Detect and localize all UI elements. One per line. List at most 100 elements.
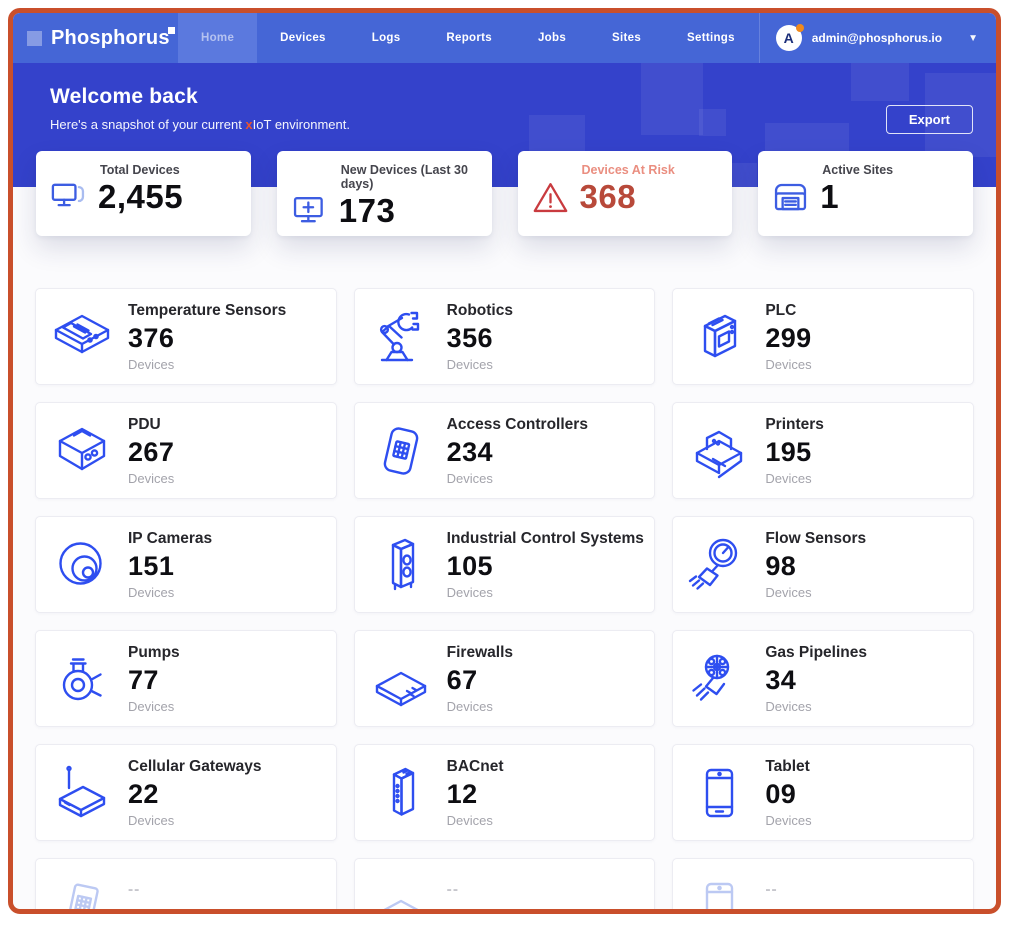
stat-card-total-devices[interactable]: Total Devices 2,455: [36, 151, 251, 236]
app-window: Phosphorus Home Devices Logs Reports Job…: [8, 8, 1001, 914]
device-card-firewalls[interactable]: Firewalls 67 Devices: [353, 630, 656, 727]
device-card-unit: Devices: [128, 584, 175, 600]
tablet-icon: [687, 875, 751, 915]
control-cabinet-icon: [369, 533, 433, 597]
stat-value: 1: [820, 178, 840, 215]
brand-name: Phosphorus: [51, 26, 170, 49]
decor-square: [699, 109, 726, 136]
device-card-temperature-sensors[interactable]: Temperature Sensors 376 Devices: [35, 288, 337, 385]
logo-superscript-square-icon: [167, 26, 175, 34]
nav-item-jobs[interactable]: Jobs: [537, 32, 567, 44]
device-card-access-controllers[interactable]: Access Controllers 234 Devices: [353, 402, 656, 499]
device-card-ip-cameras[interactable]: IP Cameras 151 Devices: [35, 516, 337, 613]
brand-logo[interactable]: Phosphorus: [13, 13, 178, 63]
device-card-count: 356: [446, 322, 493, 353]
device-card-count: 22: [128, 778, 159, 809]
firewall-appliance-icon: [369, 647, 433, 711]
device-card-bacnet[interactable]: BACnet 12 Devices: [353, 744, 656, 841]
pdu-box-icon: [50, 419, 114, 483]
placeholder-title: --: [128, 880, 141, 898]
firewall-appliance-icon: [369, 875, 433, 915]
device-card-unit: Devices: [765, 470, 812, 486]
monitor-plus-icon: [291, 193, 328, 230]
nav-item-sites[interactable]: Sites: [612, 32, 642, 44]
user-email: admin@phosphorus.io: [811, 31, 943, 45]
device-card-placeholder: -- --: [672, 858, 974, 915]
device-card-title: PLC: [765, 301, 797, 319]
device-card-unit: Devices: [765, 356, 812, 372]
device-card-plc[interactable]: PLC 299 Devices: [672, 288, 974, 385]
device-card-title: Pumps: [128, 643, 180, 661]
nav-menu: Home Devices Logs Reports Jobs Sites Set…: [178, 13, 758, 63]
placeholder-count: --: [128, 902, 328, 910]
device-card-pdu[interactable]: PDU 267 Devices: [35, 402, 337, 499]
device-card-title: Temperature Sensors: [128, 301, 287, 319]
device-card-robotics[interactable]: Robotics 356 Devices: [353, 288, 656, 385]
stat-card-new-devices[interactable]: New Devices (Last 30 days) 173: [276, 151, 492, 236]
decor-square: [641, 63, 703, 135]
device-card-printers[interactable]: Printers 195 Devices: [672, 402, 974, 499]
page-subtitle: Here's a snapshot of your current xIoT e…: [50, 117, 350, 132]
device-card-count: 09: [765, 778, 797, 809]
nav-item-devices[interactable]: Devices: [280, 32, 326, 44]
avatar[interactable]: A: [775, 24, 804, 51]
stat-card-active-sites[interactable]: Active Sites 1: [758, 151, 973, 236]
device-card-industrial-control-systems[interactable]: Industrial Control Systems 105 Devices: [353, 516, 656, 613]
avatar-initial: A: [783, 30, 794, 46]
device-card-title: Access Controllers: [446, 415, 588, 433]
device-card-unit: Devices: [446, 470, 493, 486]
access-controller-icon: [369, 419, 433, 483]
device-card-count: 299: [765, 322, 812, 353]
stat-label: Devices At Risk: [581, 163, 675, 177]
nav-item-logs[interactable]: Logs: [371, 32, 401, 44]
stat-label: New Devices (Last 30 days): [340, 163, 468, 191]
device-card-title: PDU: [128, 415, 161, 433]
device-card-title: Flow Sensors: [765, 529, 867, 547]
device-card-unit: Devices: [446, 584, 493, 600]
site-building-icon: [772, 179, 809, 216]
device-card-cellular-gateways[interactable]: Cellular Gateways 22 Devices: [35, 744, 337, 841]
nav-item-reports[interactable]: Reports: [446, 32, 492, 44]
stat-card-devices-at-risk[interactable]: Devices At Risk 368: [517, 151, 733, 236]
robot-arm-icon: [369, 305, 433, 369]
device-card-title: Firewalls: [446, 643, 513, 661]
device-card-unit: Devices: [128, 698, 175, 714]
device-card-flow-sensors[interactable]: Flow Sensors 98 Devices: [672, 516, 974, 613]
pump-icon: [50, 647, 114, 711]
placeholder-title: --: [765, 880, 778, 898]
device-card-count: 77: [128, 664, 159, 695]
device-card-tablet[interactable]: Tablet 09 Devices: [672, 744, 974, 841]
device-card-unit: Devices: [765, 584, 812, 600]
device-card-unit: Devices: [446, 356, 493, 372]
nav-item-settings[interactable]: Settings: [687, 32, 735, 44]
page-title: Welcome back: [50, 85, 198, 108]
placeholder-count: --: [447, 902, 647, 910]
device-card-count: 105: [446, 550, 493, 581]
device-card-pumps[interactable]: Pumps 77 Devices: [35, 630, 337, 727]
device-card-gas-pipelines[interactable]: Gas Pipelines 34 Devices: [672, 630, 974, 727]
pipeline-valve-icon: [687, 647, 751, 711]
placeholder-count: --: [765, 902, 965, 910]
decor-square: [851, 63, 909, 101]
nav-item-home[interactable]: Home: [178, 13, 258, 63]
device-card-count: 12: [446, 778, 478, 809]
user-menu[interactable]: A admin@phosphorus.io ▼: [758, 13, 996, 63]
tablet-icon: [687, 761, 751, 825]
cellular-gateway-icon: [50, 761, 114, 825]
device-card-unit: Devices: [128, 812, 175, 828]
chevron-down-icon[interactable]: ▼: [968, 32, 978, 44]
device-card-title: IP Cameras: [128, 529, 213, 547]
device-card-title: Robotics: [446, 301, 513, 319]
device-card-count: 234: [446, 436, 493, 467]
stats-row: Total Devices 2,455 New Devices (Last 30…: [36, 151, 973, 236]
device-card-count: 151: [128, 550, 175, 581]
building-icon: [50, 875, 114, 915]
device-card-count: 67: [446, 664, 478, 695]
temperature-sensor-icon: [50, 305, 114, 369]
decor-square: [925, 73, 996, 157]
device-card-count: 376: [128, 322, 175, 353]
device-card-count: 98: [765, 550, 797, 581]
stat-value: 368: [579, 178, 637, 215]
export-button[interactable]: Export: [885, 105, 973, 134]
stat-value: 2,455: [98, 178, 184, 215]
